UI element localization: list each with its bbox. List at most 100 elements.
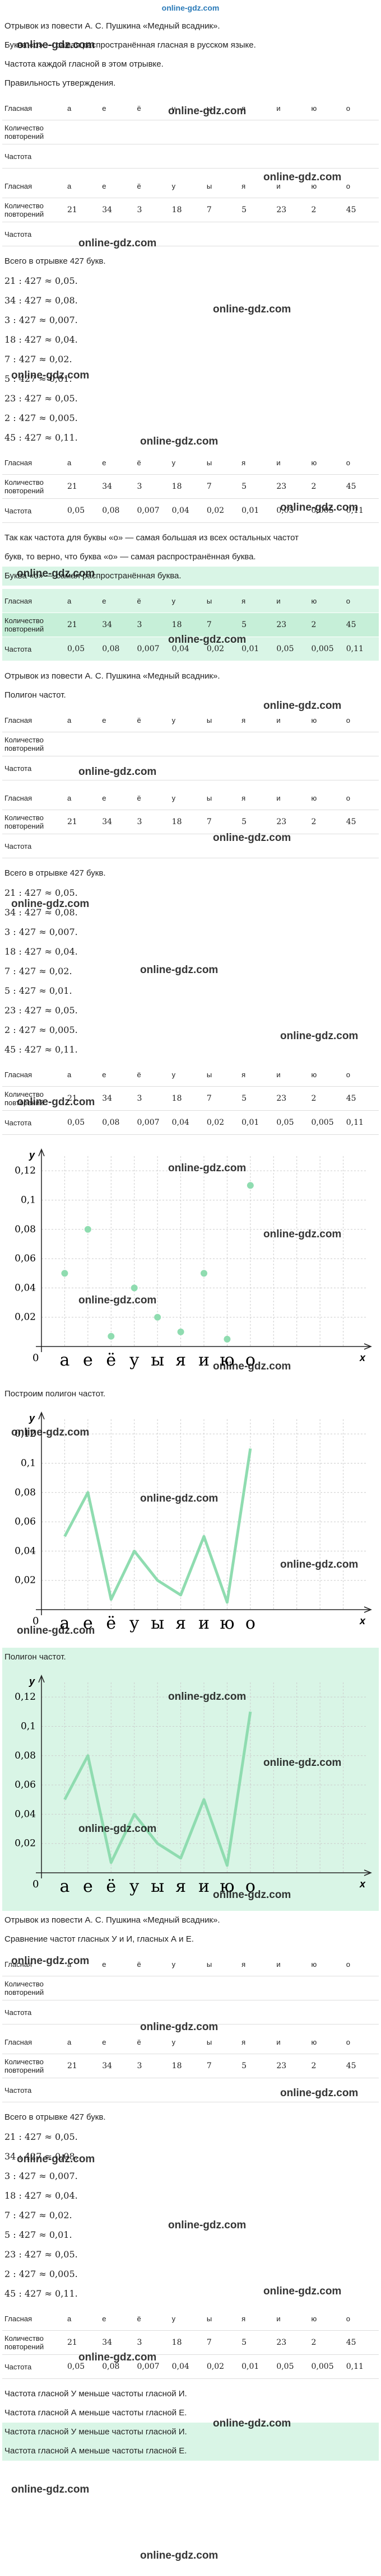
table-cell: о	[343, 708, 379, 732]
table-cell-empty	[169, 2000, 205, 2025]
table-cell: и	[274, 1952, 309, 1976]
table-cell: Количество повторений	[2, 2330, 65, 2355]
table-row: Частота 0,05 0,08 0,007 0,04 0,02 0,01 0,05 0,00…	[2, 1110, 379, 1135]
x-tick-label: и	[198, 1614, 210, 1633]
table-cell: ы	[204, 708, 240, 732]
table-cell: 0,04	[169, 637, 205, 661]
x-tick-label: ы	[151, 1877, 164, 1896]
table-cell: ё	[134, 1952, 170, 1976]
table-cell-empty	[169, 144, 205, 169]
table-cell-empty	[204, 1976, 240, 2000]
table-row: Количество повторений 21 34 3 18 7 5 23 2 45	[2, 2054, 379, 2078]
table-cell: 2	[309, 1086, 344, 1111]
table-cell: Частота	[2, 637, 65, 661]
table-cell: ё	[134, 589, 170, 613]
table-cell: о	[343, 1063, 379, 1087]
table-cell: 0,05	[65, 637, 100, 661]
x-tick-label: у	[129, 1877, 140, 1896]
table-cell-empty	[169, 2078, 205, 2102]
table-row: Частота	[2, 144, 379, 169]
table-cell: 23	[274, 2330, 309, 2355]
table-cell: 18	[169, 1086, 205, 1111]
table-cell: о	[343, 451, 379, 475]
table-cell-empty	[65, 2078, 100, 2102]
table-cell: е	[100, 2307, 135, 2331]
table-cell: и	[274, 2307, 309, 2331]
table-cell: 0,05	[274, 637, 309, 661]
table-cell: е	[100, 174, 135, 198]
text-line: букв, то верно, что буква «о» — самая ра…	[4, 552, 256, 562]
table-cell-empty	[100, 756, 135, 780]
watermark: online-gdz.com	[213, 832, 291, 844]
table-cell: 0,11	[343, 498, 379, 523]
document: Отрывок из повести А. С. Пушкина «Медный…	[0, 17, 381, 2461]
table-cell: Количество повторений	[2, 2054, 65, 2078]
table-cell: 0,005	[309, 498, 344, 523]
table-cell: о	[343, 2307, 379, 2331]
table-cell-empty	[169, 834, 205, 858]
table-cell: у	[169, 1952, 205, 1976]
table-cell-empty	[65, 144, 100, 169]
table-cell-empty	[134, 222, 170, 246]
equation: 23 : 427 ≈ 0,05.	[4, 2249, 78, 2260]
text-line: Всего в отрывке 427 букв.	[4, 256, 106, 266]
table-cell: е	[100, 96, 135, 120]
watermark: online-gdz.com	[17, 1625, 95, 1637]
table-cell-empty	[274, 120, 309, 144]
table-cell: 0,05	[65, 2354, 100, 2379]
table-cell: 0,02	[204, 498, 240, 523]
table-cell: ю	[309, 708, 344, 732]
table-row: Частота 0,05 0,08 0,007 0,04 0,02 0,01 0,05 0,00…	[2, 2354, 379, 2379]
x-tick-label: о	[245, 1350, 255, 1370]
point	[177, 1328, 184, 1335]
table-cell-empty	[204, 120, 240, 144]
table-cell: Количество повторений	[2, 810, 65, 834]
y-tick-label: 0,08	[15, 1487, 36, 1498]
table-row: Количество повторений 21 34 3 18 7 5 23 2 45	[2, 198, 379, 222]
table-cell: я	[239, 451, 275, 475]
table: Гласная а е ё у ы я и ю о Количество повторений 21 3…	[2, 174, 379, 246]
table-cell: 34	[100, 2054, 135, 2078]
table-cell: 45	[343, 810, 379, 834]
table-cell: 3	[134, 2054, 170, 2078]
table-cell: у	[169, 96, 205, 120]
watermark: online-gdz.com	[78, 766, 157, 778]
table-row: Частота 0,05 0,08 0,007 0,04 0,02 0,01 0,05 0,00…	[2, 637, 379, 661]
table-cell: 0,01	[239, 498, 275, 523]
table-cell: 5	[239, 810, 275, 834]
table-row: Частота	[2, 222, 379, 246]
table-cell: 45	[343, 2054, 379, 2078]
table-cell-empty	[100, 120, 135, 144]
table-cell: 0,08	[100, 2354, 135, 2379]
table-cell: я	[239, 708, 275, 732]
table: Гласная а е ё у ы я и ю о Количество повторений 21 3…	[2, 589, 379, 661]
watermark: online-gdz.com	[168, 2219, 247, 2231]
watermark: online-gdz.com	[168, 105, 247, 117]
watermark: online-gdz.com	[263, 1757, 342, 1769]
x-tick-label: е	[83, 1350, 93, 1370]
text-line: Всего в отрывке 427 букв.	[4, 2112, 106, 2122]
table-cell: ы	[204, 174, 240, 198]
table-cell-empty	[274, 834, 309, 858]
table-cell: а	[65, 96, 100, 120]
table-cell-empty	[65, 732, 100, 756]
watermark: online-gdz.com	[11, 1955, 90, 1967]
table-row: Гласная а е ё у ы я и ю о	[2, 589, 379, 613]
table-cell: ю	[309, 174, 344, 198]
table-cell: Количество повторений	[2, 732, 65, 756]
y-axis-label: y	[29, 1413, 35, 1424]
table-cell: у	[169, 174, 205, 198]
watermark: online-gdz.com	[280, 502, 359, 513]
table-row: Частота	[2, 834, 379, 858]
watermark: online-gdz.com	[11, 370, 90, 381]
y-tick-label: 0,02	[15, 1838, 36, 1849]
table-cell: е	[100, 708, 135, 732]
table-cell: ю	[309, 1063, 344, 1087]
equation: 2 : 427 ≈ 0,005.	[4, 2269, 78, 2279]
table-cell-empty	[169, 1976, 205, 2000]
x-tick-label: ы	[151, 1350, 164, 1370]
table-row: Количество повторений	[2, 732, 379, 756]
x-tick-label: ё	[106, 1877, 116, 1896]
watermark: online-gdz.com	[78, 1823, 157, 1835]
